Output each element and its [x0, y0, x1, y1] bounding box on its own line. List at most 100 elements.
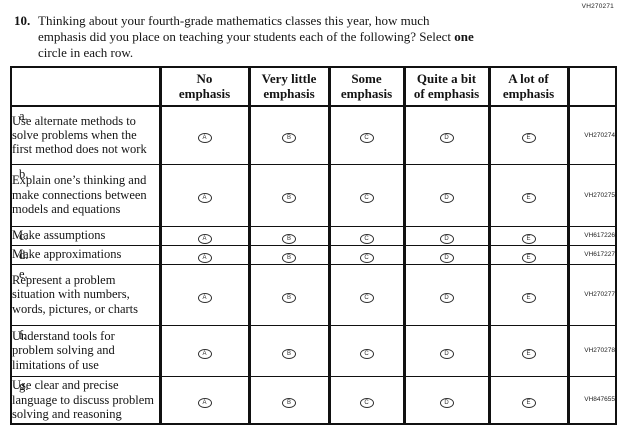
option-bubble-a[interactable]: A	[197, 292, 212, 303]
cell-quite-a-bit-of-emphasis: D	[402, 264, 489, 326]
option-bubble-d[interactable]: D	[439, 292, 454, 303]
question-text-line2: emphasis did you place on teaching your …	[38, 29, 594, 45]
row-label: a. Use alternate methods to solve proble…	[11, 106, 160, 165]
row-label-text: Use clear and precise language to discus…	[12, 378, 154, 421]
row-letter: c.	[19, 228, 28, 243]
option-bubble-c[interactable]: C	[359, 193, 374, 203]
column-header-text: of emphasis	[413, 85, 480, 101]
option-bubble-a[interactable]: A	[197, 348, 212, 359]
row-code: VH270277	[566, 264, 616, 326]
question-text-bold-one: one	[454, 28, 474, 44]
option-bubble-c[interactable]: C	[359, 348, 374, 359]
cell-very-little-emphasis: B	[247, 325, 329, 377]
cell-quite-a-bit-of-emphasis: D	[402, 325, 489, 377]
option-bubble-c[interactable]: C	[359, 233, 374, 244]
row-letter: f.	[19, 327, 27, 342]
column-header-no-emphasis: No emphasis	[158, 67, 249, 107]
row-label: c. Make assumptions	[11, 226, 160, 246]
row-code: VH270274	[566, 106, 616, 165]
row-label: d. Make approximations	[11, 245, 160, 265]
column-header-text: Quite a bit	[416, 71, 477, 87]
cell-some-emphasis: C	[327, 264, 404, 326]
cell-some-emphasis: C	[327, 245, 404, 265]
column-header-text: Very little	[261, 71, 317, 87]
option-bubble-d[interactable]: D	[439, 233, 454, 244]
cell-no-emphasis: A	[158, 325, 249, 377]
column-header-text: Some	[351, 71, 382, 87]
option-bubble-e[interactable]: E	[521, 133, 536, 144]
question-text-line3: circle in each row.	[38, 44, 134, 60]
cell-a-lot-of-emphasis: E	[487, 164, 568, 227]
option-bubble-e[interactable]: E	[521, 292, 536, 303]
column-header-text: A lot of	[508, 71, 549, 87]
column-header-text: emphasis	[340, 85, 393, 101]
table-row-f: f. Understand tools for problem solving …	[11, 325, 616, 377]
cell-a-lot-of-emphasis: E	[487, 245, 568, 265]
cell-no-emphasis: A	[158, 376, 249, 424]
row-label-text: Explain one’s thinking and make connecti…	[12, 173, 147, 217]
option-bubble-d[interactable]: D	[439, 193, 454, 203]
cell-very-little-emphasis: B	[247, 226, 329, 246]
cell-very-little-emphasis: B	[247, 264, 329, 326]
option-bubble-a[interactable]: A	[197, 193, 212, 203]
option-bubble-b[interactable]: B	[282, 252, 296, 263]
cell-quite-a-bit-of-emphasis: D	[402, 164, 489, 227]
cell-quite-a-bit-of-emphasis: D	[402, 226, 489, 246]
option-bubble-c[interactable]: C	[359, 133, 374, 144]
option-bubble-b[interactable]: B	[282, 397, 296, 408]
cell-a-lot-of-emphasis: E	[487, 325, 568, 377]
cell-some-emphasis: C	[327, 226, 404, 246]
cell-no-emphasis: A	[158, 226, 249, 246]
table-row-g: g. Use clear and precise language to dis…	[11, 376, 616, 424]
row-code: VH847655	[566, 376, 616, 424]
option-bubble-e[interactable]: E	[521, 252, 536, 263]
cell-quite-a-bit-of-emphasis: D	[402, 376, 489, 424]
option-bubble-e[interactable]: E	[521, 233, 536, 244]
cell-very-little-emphasis: B	[247, 106, 329, 165]
emphasis-matrix-table: No emphasis Very little emphasis Some em…	[10, 66, 617, 425]
cell-no-emphasis: A	[158, 245, 249, 265]
option-bubble-a[interactable]: A	[197, 397, 212, 408]
cell-no-emphasis: A	[158, 106, 249, 165]
column-header-text: emphasis	[263, 85, 315, 101]
option-bubble-b[interactable]: B	[282, 133, 296, 144]
cell-a-lot-of-emphasis: E	[487, 376, 568, 424]
row-code: VH617227	[566, 245, 616, 265]
option-bubble-c[interactable]: C	[359, 292, 374, 303]
option-bubble-e[interactable]: E	[521, 193, 536, 203]
option-bubble-d[interactable]: D	[439, 397, 454, 408]
option-bubble-d[interactable]: D	[439, 348, 454, 359]
table-row-c: c. Make assumptions A B C D E VH617226	[11, 226, 616, 246]
cell-some-emphasis: C	[327, 164, 404, 227]
option-bubble-c[interactable]: C	[359, 397, 374, 408]
cell-no-emphasis: A	[158, 164, 249, 227]
cell-very-little-emphasis: B	[247, 376, 329, 424]
option-bubble-b[interactable]: B	[282, 348, 296, 359]
table-row-e: e. Represent a problem situation with nu…	[11, 264, 616, 326]
cell-quite-a-bit-of-emphasis: D	[402, 106, 489, 165]
table-row-d: d. Make approximations A B C D E VH61722…	[11, 245, 616, 265]
row-label: e. Represent a problem situation with nu…	[11, 264, 160, 326]
option-bubble-a[interactable]: A	[197, 252, 212, 263]
option-bubble-e[interactable]: E	[521, 348, 536, 359]
cell-a-lot-of-emphasis: E	[487, 106, 568, 165]
column-header-some-emphasis: Some emphasis	[327, 67, 404, 107]
option-bubble-d[interactable]: D	[439, 133, 454, 144]
row-letter: a.	[19, 109, 28, 123]
cell-a-lot-of-emphasis: E	[487, 226, 568, 246]
option-bubble-b[interactable]: B	[282, 292, 296, 303]
row-label-text: Make approximations	[12, 247, 122, 262]
row-letter: d.	[19, 247, 29, 262]
question-block: 10. Thinking about your fourth-grade mat…	[14, 13, 594, 61]
option-bubble-b[interactable]: B	[282, 233, 296, 244]
option-bubble-b[interactable]: B	[282, 193, 296, 203]
option-bubble-c[interactable]: C	[359, 252, 374, 263]
row-label: f. Understand tools for problem solving …	[11, 325, 160, 377]
option-bubble-a[interactable]: A	[197, 133, 212, 144]
question-number: 10.	[14, 13, 31, 28]
option-bubble-d[interactable]: D	[439, 252, 454, 263]
column-header-text: No	[196, 71, 213, 87]
option-bubble-a[interactable]: A	[197, 233, 212, 244]
option-bubble-e[interactable]: E	[521, 397, 536, 408]
row-label-text: Understand tools for problem solving and…	[12, 328, 115, 372]
